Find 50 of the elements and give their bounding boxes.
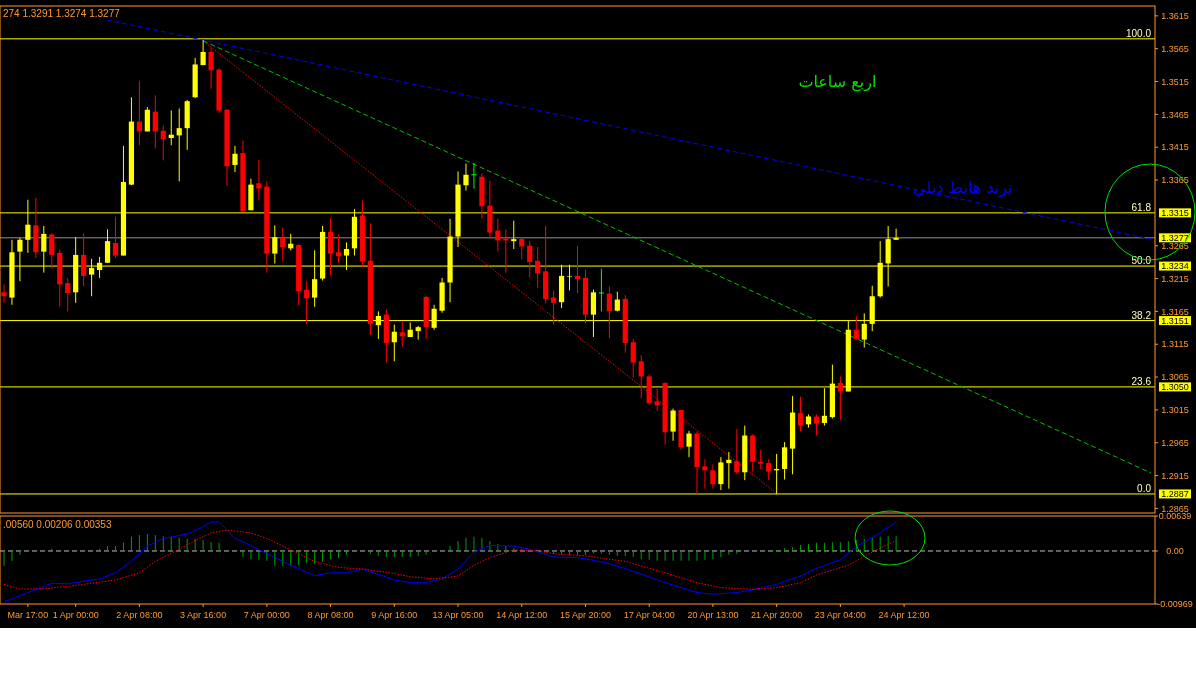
x-tick-label: Mar 17:00 xyxy=(7,610,49,620)
x-tick-label: 7 Apr 00:00 xyxy=(243,610,290,620)
y-tick-label: 1.3415 xyxy=(1161,142,1189,153)
y-tick-label: 1.3565 xyxy=(1161,43,1189,54)
y2-tick-label: 1.3234 xyxy=(1161,261,1189,272)
x-tick-label: 21 Apr 20:00 xyxy=(751,610,803,620)
y-tick-label: 1.3165 xyxy=(1161,306,1189,317)
annotation: 61.8 xyxy=(1131,201,1152,213)
y-tick-label: 1.3465 xyxy=(1161,109,1189,120)
y-tick-label: 1.3515 xyxy=(1161,76,1189,87)
annotation: 100.0 xyxy=(1125,27,1152,39)
y2-tick-label: 1.3315 xyxy=(1161,208,1189,219)
x-tick-label: 13 Apr 05:00 xyxy=(432,610,484,620)
y-tick-label: 0.00 xyxy=(1166,546,1184,557)
y-tick-label: 1.3215 xyxy=(1161,273,1189,284)
y2-tick-label: 1.3151 xyxy=(1161,315,1189,326)
annotation: 0.0 xyxy=(1137,482,1152,494)
annotation: 23.6 xyxy=(1131,375,1152,387)
line-series xyxy=(3,521,897,603)
y-tick-label: 1.2865 xyxy=(1161,503,1189,514)
y-tick-label: 0.00639 xyxy=(1158,511,1192,522)
x-tick-label: 14 Apr 12:00 xyxy=(496,610,548,620)
x-tick-label: 3 Apr 16:00 xyxy=(180,610,227,620)
y-tick-label: 1.3015 xyxy=(1161,405,1189,416)
y-tick-label: -0.00969 xyxy=(1157,599,1193,610)
annotation: 38.2 xyxy=(1131,309,1152,321)
annotation: .00560 0.00206 0.00353 xyxy=(3,519,112,530)
x-tick-label: 8 Apr 08:00 xyxy=(307,610,354,620)
y-tick-label: 1.3615 xyxy=(1161,11,1189,22)
y2-tick-label: 1.3277 xyxy=(1161,233,1189,244)
annotation: 50.0 xyxy=(1131,255,1152,267)
y2-tick-label: 1.2887 xyxy=(1161,489,1189,500)
y-tick-label: 1.2915 xyxy=(1161,470,1189,481)
annotation: 274 1.3291 1.3274 1.3277 xyxy=(3,8,121,19)
x-tick-label: 24 Apr 12:00 xyxy=(878,610,930,620)
y2-tick-label: 1.3050 xyxy=(1161,382,1189,393)
y-tick-label: 1.3115 xyxy=(1161,339,1189,350)
y-tick-label: 1.3065 xyxy=(1161,372,1189,383)
x-tick-label: 1 Apr 00:00 xyxy=(52,610,99,620)
y-tick-label: 1.3365 xyxy=(1161,175,1189,186)
x-tick-label: 17 Apr 04:00 xyxy=(623,610,675,620)
x-tick-label: 9 Apr 16:00 xyxy=(371,610,418,620)
x-tick-label: 23 Apr 04:00 xyxy=(814,610,866,620)
line-series xyxy=(3,529,897,590)
x-tick-label: 15 Apr 20:00 xyxy=(559,610,611,620)
x-tick-label: 2 Apr 08:00 xyxy=(116,610,163,620)
y-tick-label: 1.2965 xyxy=(1161,437,1189,448)
x-tick-label: 20 Apr 13:00 xyxy=(687,610,739,620)
annotation: اربع ساعات xyxy=(798,72,877,93)
series-label: ترند هابط دبلي xyxy=(913,177,1013,198)
